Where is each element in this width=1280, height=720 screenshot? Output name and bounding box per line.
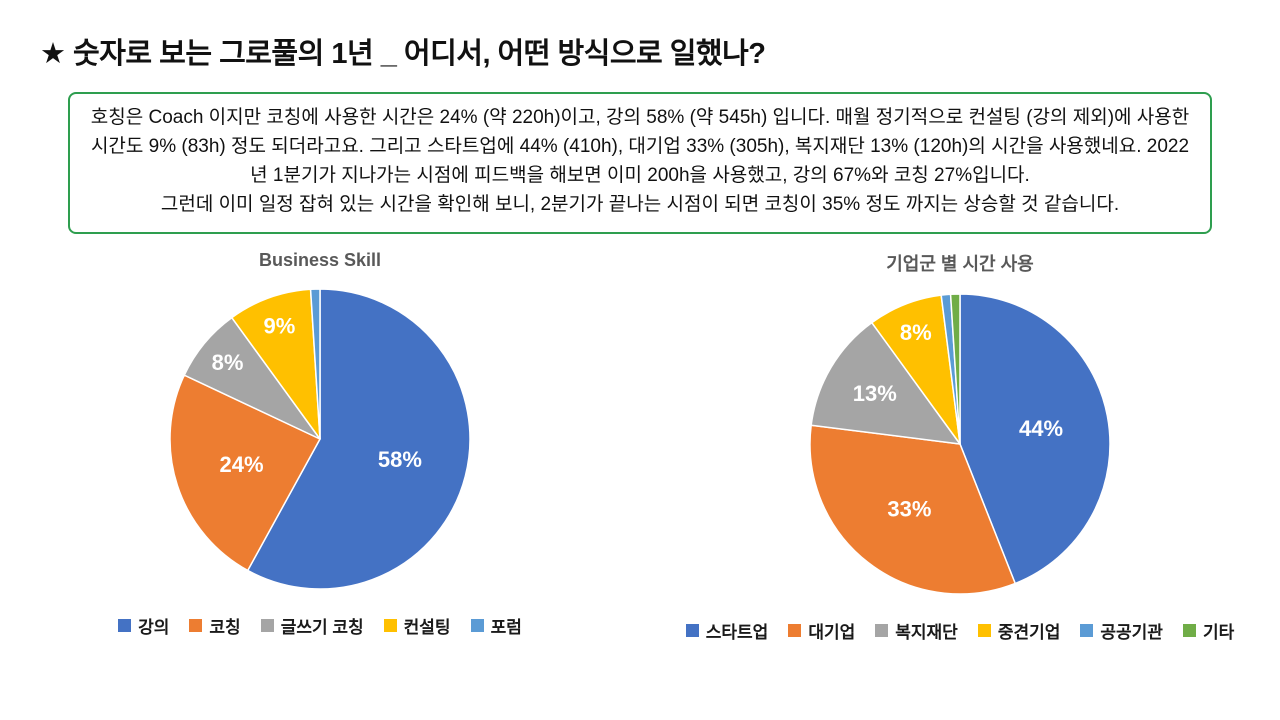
pie-data-label: 13%: [853, 381, 897, 406]
legend-swatch-icon: [685, 623, 699, 637]
legend-swatch-icon: [118, 618, 132, 632]
legend-item: 글쓰기 코칭: [260, 613, 364, 638]
pie-data-label: 24%: [219, 452, 263, 477]
pie-chart-business-skill: 58% 24% 8% 9%: [169, 287, 471, 590]
chart-title-business-skill: Business Skill: [258, 249, 382, 270]
pie-slice-컨설팅: [231, 288, 321, 440]
legend-label: 복지재단: [895, 622, 958, 642]
legend-label: 코칭: [209, 617, 241, 637]
legend-label: 글쓰기 코칭: [280, 617, 364, 637]
legend-label: 대기업: [808, 622, 856, 642]
pie-data-label: 9%: [264, 313, 296, 338]
chart-panel-company-time: 기업군 별 시간 사용 44% 33% 13% 8% 스타트업 대기업 복지재단 중견기업 공…: [640, 250, 1280, 643]
legend-swatch-icon: [788, 623, 802, 637]
legend-swatch-icon: [383, 618, 397, 632]
legend-swatch-icon: [1080, 623, 1094, 637]
legend-label: 강의: [138, 617, 170, 637]
pie-data-label: 58%: [378, 447, 422, 472]
legend-swatch-icon: [260, 618, 274, 632]
legend-swatch-icon: [470, 618, 484, 632]
pie-slice-스타트업: [959, 292, 1111, 584]
legend-label: 컨설팅: [403, 617, 451, 637]
legend-label: 포럼: [490, 617, 522, 637]
legend-item: 복지재단: [875, 618, 958, 643]
summary-box: 호칭은 Coach 이지만 코칭에 사용한 시간은 24% (약 220h)이고…: [68, 92, 1212, 234]
pie-slice-기타: [949, 292, 961, 445]
summary-paragraph-1: 호칭은 Coach 이지만 코칭에 사용한 시간은 24% (약 220h)이고…: [90, 107, 1190, 186]
legend-item: 대기업: [788, 618, 855, 643]
pie-slice-대기업: [809, 423, 1016, 595]
charts-row: Business Skill 58% 24% 8% 9% 강의 코칭 글쓰기 코칭 컨설팅 포…: [0, 250, 1280, 643]
pie-chart-company-time: 44% 33% 13% 8%: [809, 292, 1111, 595]
chart-panel-business-skill: Business Skill 58% 24% 8% 9% 강의 코칭 글쓰기 코칭 컨설팅 포…: [0, 250, 640, 643]
legend-swatch-icon: [1182, 623, 1196, 637]
pie-slice-코칭: [169, 373, 321, 571]
pie-slice-복지재단: [810, 321, 961, 445]
legend-label: 중견기업: [997, 622, 1061, 642]
summary-paragraph-2: 그런데 이미 일정 잡혀 있는 시간을 확인해 보니, 2분기가 끝나는 시점이…: [160, 193, 1120, 215]
legend-item: 포럼: [470, 613, 522, 638]
legend-item: 컨설팅: [383, 613, 451, 638]
legend-item: 스타트업: [685, 618, 769, 643]
pie-slice-강의: [246, 287, 471, 590]
pie-data-label: 44%: [1019, 416, 1063, 441]
legend-item: 중견기업: [977, 618, 1061, 643]
legend-item: 강의: [118, 613, 169, 638]
legend-company-time: 스타트업 대기업 복지재단 중견기업 공공기관 기타: [685, 618, 1235, 643]
legend-label: 기타: [1202, 622, 1235, 642]
legend-item: 공공기관: [1080, 618, 1163, 643]
legend-swatch-icon: [977, 623, 991, 637]
legend-label: 공공기관: [1100, 622, 1163, 642]
pie-slice-포럼: [309, 287, 321, 440]
legend-item: 코칭: [189, 613, 241, 638]
page-title: ★ 숫자로 보는 그로풀의 1년 _ 어디서, 어떤 방식으로 일했나?: [40, 38, 766, 70]
legend-label: 스타트업: [705, 622, 769, 642]
legend-business-skill: 강의 코칭 글쓰기 코칭 컨설팅 포럼: [118, 613, 522, 638]
pie-data-label: 8%: [212, 350, 244, 375]
legend-swatch-icon: [189, 618, 203, 632]
legend-item: 기타: [1182, 618, 1235, 643]
chart-title-company-time: 기업군 별 시간 사용: [886, 253, 1034, 274]
pie-data-label: 8%: [900, 319, 932, 344]
legend-swatch-icon: [875, 623, 889, 637]
pie-data-label: 33%: [887, 496, 931, 521]
